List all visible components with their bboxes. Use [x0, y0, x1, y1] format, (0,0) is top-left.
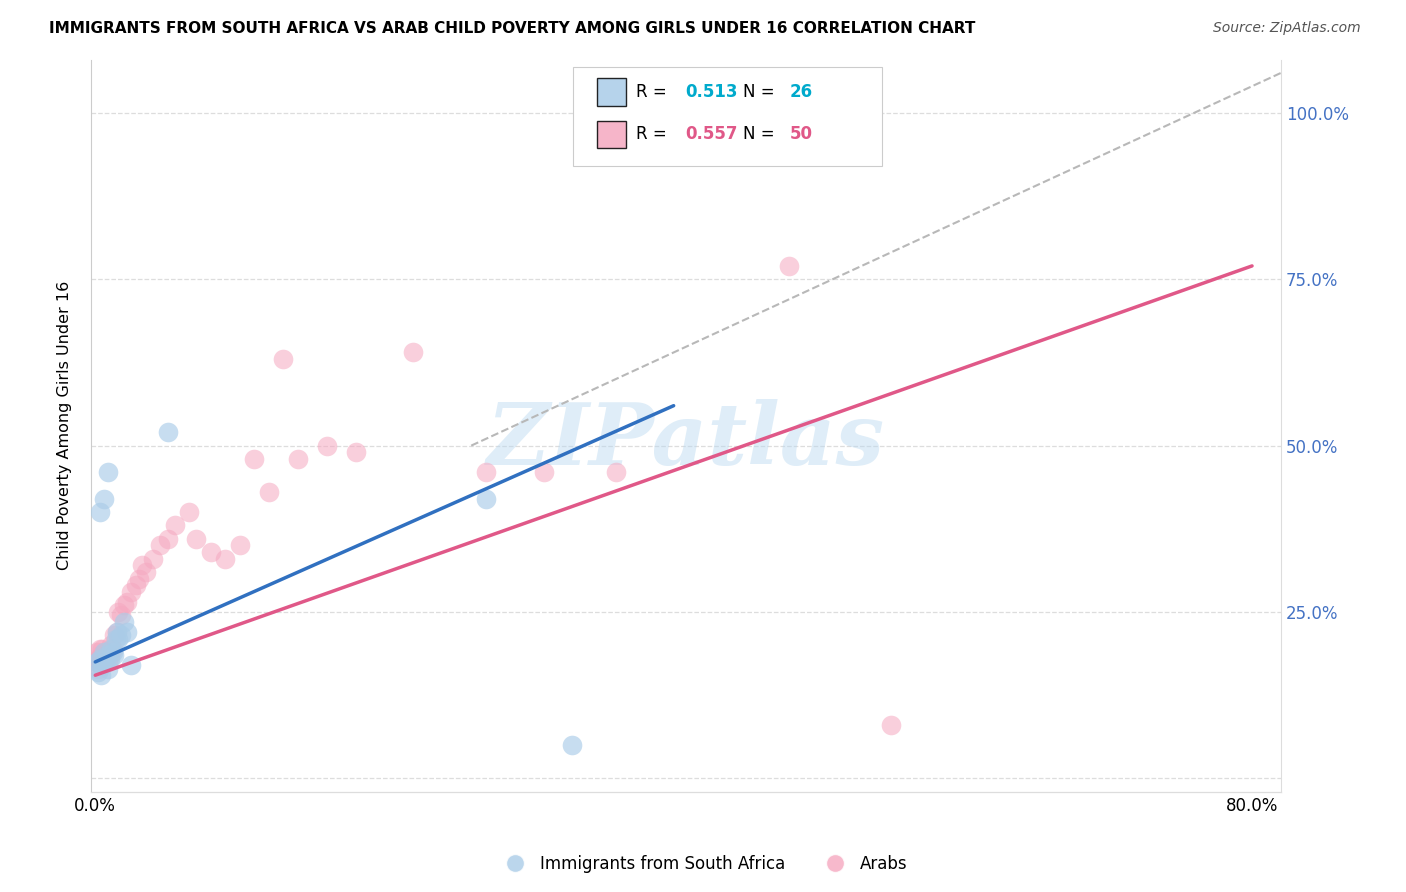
Text: 0.557: 0.557	[685, 126, 737, 144]
Text: ZIPatlas: ZIPatlas	[486, 399, 884, 482]
Point	[271, 352, 294, 367]
Point	[243, 451, 266, 466]
Point	[115, 595, 138, 609]
Point	[125, 578, 148, 592]
Y-axis label: Child Poverty Among Girls Under 16: Child Poverty Among Girls Under 16	[58, 281, 72, 570]
Point	[315, 439, 337, 453]
Point	[605, 465, 627, 479]
Legend: Immigrants from South Africa, Arabs: Immigrants from South Africa, Arabs	[492, 848, 914, 880]
Text: N =: N =	[742, 83, 780, 102]
Point	[89, 655, 111, 669]
Point	[87, 662, 110, 676]
Point	[474, 465, 496, 479]
Point	[142, 551, 165, 566]
Point	[98, 648, 121, 663]
Point	[90, 668, 112, 682]
Point	[86, 655, 108, 669]
Point	[120, 585, 142, 599]
Point	[257, 485, 280, 500]
Point	[104, 632, 127, 646]
Point	[98, 651, 121, 665]
Point	[89, 651, 111, 665]
FancyBboxPatch shape	[572, 67, 883, 166]
Point	[93, 491, 115, 506]
Point	[97, 662, 120, 676]
Point	[93, 645, 115, 659]
Point	[103, 628, 125, 642]
Point	[101, 645, 124, 659]
Point	[287, 451, 309, 466]
Point	[101, 641, 124, 656]
Point	[120, 658, 142, 673]
Point	[103, 648, 125, 663]
FancyBboxPatch shape	[596, 78, 627, 106]
Text: IMMIGRANTS FROM SOUTH AFRICA VS ARAB CHILD POVERTY AMONG GIRLS UNDER 16 CORRELAT: IMMIGRANTS FROM SOUTH AFRICA VS ARAB CHI…	[49, 21, 976, 36]
Text: 50: 50	[790, 126, 813, 144]
Point	[94, 648, 117, 663]
Point	[100, 641, 122, 656]
Point	[89, 505, 111, 519]
Point	[90, 658, 112, 673]
Point	[107, 605, 129, 619]
Point	[186, 532, 208, 546]
Point	[112, 599, 135, 613]
Point	[179, 505, 201, 519]
FancyBboxPatch shape	[596, 120, 627, 148]
Point	[105, 624, 128, 639]
Point	[97, 655, 120, 669]
Point	[112, 615, 135, 629]
Point	[879, 718, 901, 732]
Point	[128, 572, 150, 586]
Point	[135, 565, 157, 579]
Point	[402, 345, 425, 359]
Point	[86, 655, 108, 669]
Point	[91, 658, 114, 673]
Text: N =: N =	[742, 126, 780, 144]
Point	[156, 425, 179, 440]
Point	[91, 641, 114, 656]
Point	[94, 655, 117, 669]
Point	[149, 538, 172, 552]
Point	[778, 259, 800, 273]
Text: 0.513: 0.513	[685, 83, 737, 102]
Point	[110, 628, 132, 642]
Point	[97, 465, 120, 479]
Point	[131, 558, 153, 573]
Point	[115, 624, 138, 639]
Point	[87, 651, 110, 665]
Point	[229, 538, 252, 552]
Point	[96, 645, 118, 659]
Text: 26: 26	[790, 83, 813, 102]
Point	[214, 551, 236, 566]
Point	[91, 651, 114, 665]
Point	[533, 465, 555, 479]
Point	[105, 624, 128, 639]
Point	[107, 632, 129, 646]
Point	[93, 655, 115, 669]
Point	[87, 665, 110, 679]
Text: Source: ZipAtlas.com: Source: ZipAtlas.com	[1213, 21, 1361, 35]
Point	[110, 608, 132, 623]
Point	[156, 532, 179, 546]
Text: R =: R =	[636, 126, 672, 144]
Point	[344, 445, 367, 459]
Point	[100, 638, 122, 652]
Point	[89, 641, 111, 656]
Point	[96, 648, 118, 663]
Point	[93, 645, 115, 659]
Point	[561, 738, 583, 752]
Point	[474, 491, 496, 506]
Point	[163, 518, 186, 533]
Point	[86, 645, 108, 659]
Point	[90, 648, 112, 663]
Point	[200, 545, 222, 559]
Text: R =: R =	[636, 83, 672, 102]
